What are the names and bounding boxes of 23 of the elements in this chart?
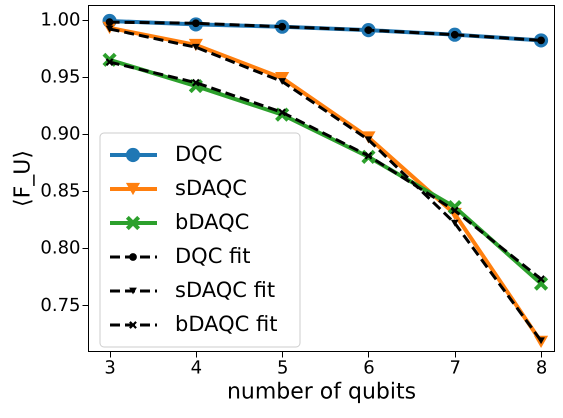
x-tick-label: 6	[363, 358, 375, 378]
y-tick-label: 0.80	[40, 238, 80, 259]
x-tick-label: 4	[190, 358, 202, 378]
point	[537, 275, 545, 283]
x-axis-title: number of qubits	[226, 380, 416, 404]
legend-label: sDAQC	[175, 176, 247, 200]
point	[278, 78, 286, 85]
legend-label: bDAQC	[175, 210, 250, 234]
legend-label: bDAQC fit	[175, 312, 278, 336]
x-tick-label: 8	[536, 358, 548, 378]
legend-label: DQC fit	[175, 244, 250, 268]
legend-label: sDAQC fit	[175, 278, 276, 302]
y-tick-label: 0.90	[40, 124, 80, 145]
y-tick-label: 1.00	[40, 9, 80, 30]
x-tick-label: 3	[104, 358, 116, 378]
y-axis-title: ⟨F_U⟩	[10, 150, 36, 207]
point	[450, 220, 459, 226]
legend-label: DQC	[175, 142, 222, 166]
x-tick-label: 7	[450, 358, 461, 378]
y-tick-label: 0.95	[40, 66, 80, 88]
y-tick-label: 0.85	[40, 180, 80, 202]
x-tick-label: 5	[276, 358, 288, 378]
y-tick-label: 0.75	[40, 294, 80, 316]
